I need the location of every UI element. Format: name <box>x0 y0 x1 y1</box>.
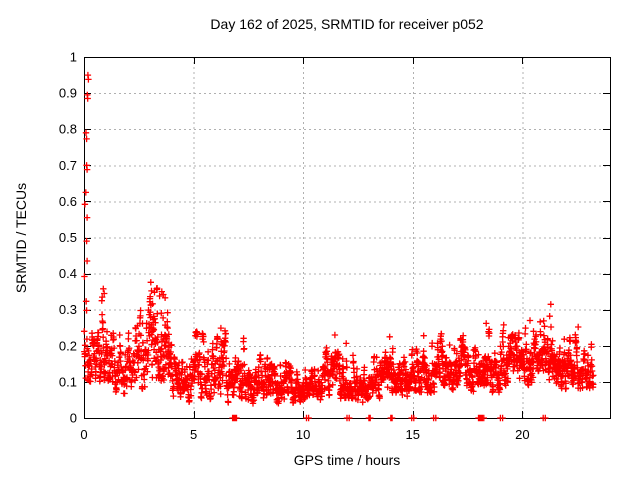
svg-text:1: 1 <box>70 50 77 65</box>
data-points <box>81 71 597 422</box>
svg-text:0.1: 0.1 <box>59 374 77 389</box>
gridlines <box>84 57 610 418</box>
svg-text:10: 10 <box>296 427 310 442</box>
svg-text:0.9: 0.9 <box>59 86 77 101</box>
svg-text:5: 5 <box>190 427 197 442</box>
svg-text:0.4: 0.4 <box>59 266 77 281</box>
chart-title: Day 162 of 2025, SRMTID for receiver p05… <box>210 16 484 32</box>
svg-text:0.3: 0.3 <box>59 302 77 317</box>
svg-text:0: 0 <box>80 427 87 442</box>
svg-text:0.2: 0.2 <box>59 338 77 353</box>
svg-text:0.7: 0.7 <box>59 158 77 173</box>
y-tick-labels: 0 0.1 0.2 0.3 0.4 0.5 0.6 0.7 0.8 0.9 1 <box>59 50 77 426</box>
svg-text:20: 20 <box>515 427 529 442</box>
svg-text:0.6: 0.6 <box>59 194 77 209</box>
svg-text:0.8: 0.8 <box>59 122 77 137</box>
svg-text:0: 0 <box>70 411 77 426</box>
x-axis-label: GPS time / hours <box>293 452 401 468</box>
svg-text:15: 15 <box>406 427 420 442</box>
svg-text:0.5: 0.5 <box>59 230 77 245</box>
x-tick-labels: 0 5 10 15 20 <box>80 427 529 442</box>
